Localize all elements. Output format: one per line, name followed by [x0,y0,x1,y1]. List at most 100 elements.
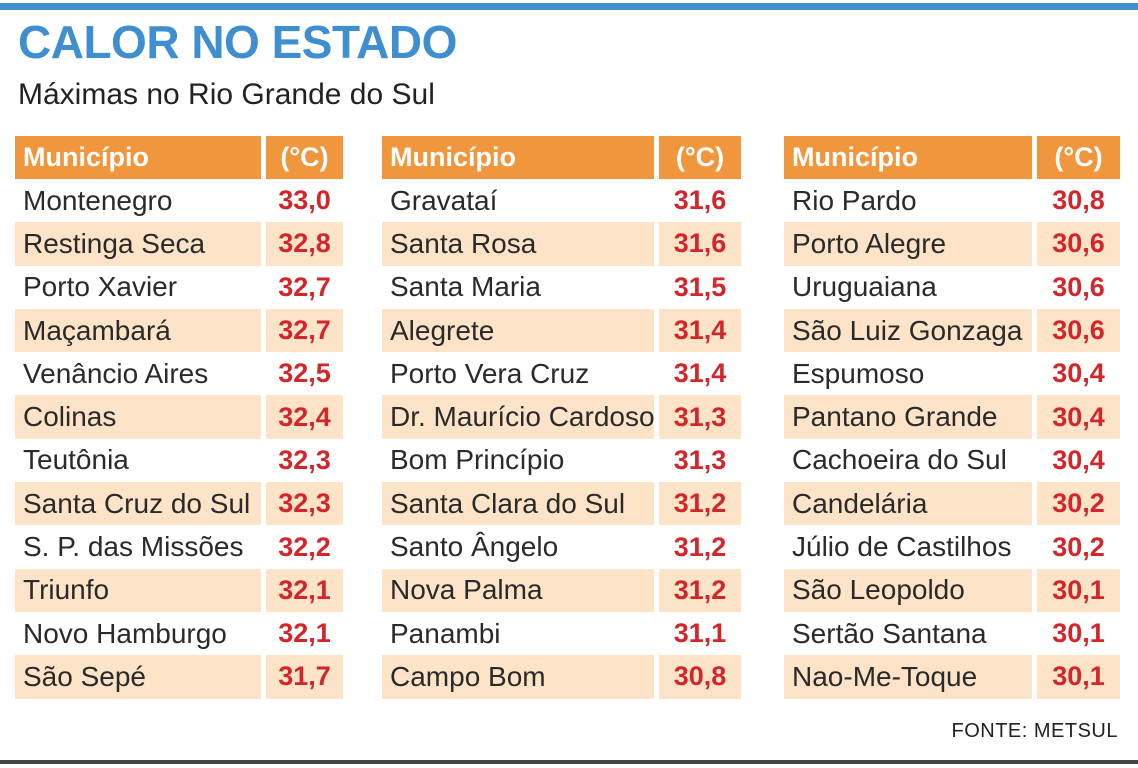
header-municipio: Município [382,136,654,179]
temperature-value: 32,1 [266,568,343,612]
municipio-name: Porto Xavier [23,271,178,303]
temperature-value: 30,6 [1037,222,1120,266]
table-row: Espumoso 30,4 [784,352,1120,395]
temperature-value: 30,4 [1052,358,1105,389]
table-row: Sertão Santana 30,1 [784,612,1120,655]
municipio-name: Porto Alegre [784,222,1032,266]
table-row: Novo Hamburgo 32,1 [15,612,343,655]
municipio-name: Rio Pardo [792,184,917,216]
municipio-name: Uruguaiana [792,271,937,303]
source-credit: FONTE: METSUL [951,720,1118,742]
temperature-value: 30,2 [1037,482,1120,526]
temperature-value: 31,6 [659,222,741,266]
municipio-name: Novo Hamburgo [23,617,227,649]
municipio-name: Campo Bom [382,655,654,699]
header-unit: (°C) [1037,136,1120,179]
temperature-value: 32,1 [278,618,331,649]
municipio-name: Porto Vera Cruz [390,357,590,389]
temperature-value: 30,6 [1052,271,1105,302]
table-row: Nao-Me-Toque 30,1 [784,655,1120,699]
temperature-value: 31,4 [673,358,727,389]
municipio-name: Teutônia [23,444,129,476]
temperature-value: 30,4 [1052,444,1105,475]
table-row: São Luiz Gonzaga 30,6 [784,308,1120,353]
municipio-name: S. P. das Missões [23,531,244,563]
table-row: Porto Xavier 32,7 [15,266,343,309]
temperature-value: 32,2 [278,531,331,562]
table-row: Panambi 31,1 [382,612,741,655]
municipio-name: Dr. Maurício Cardoso [382,395,655,439]
temperature-value: 32,5 [278,358,331,389]
table-row: Campo Bom 30,8 [382,655,741,699]
municipio-name: Júlio de Castilhos [792,531,1012,563]
municipio-name: Nova Palma [382,568,654,612]
temperature-value: 30,1 [1037,655,1120,699]
table-row: Montenegro 33,0 [15,179,343,222]
temperature-value: 30,4 [1037,395,1120,439]
municipio-name: Pantano Grande [784,395,1032,439]
table-row: São Sepé 31,7 [15,655,343,699]
table-row: Uruguaiana 30,6 [784,266,1120,309]
municipio-name: Espumoso [792,357,925,389]
table-row: Colinas 32,4 [15,395,343,439]
table-row: Porto Vera Cruz 31,4 [382,352,741,395]
municipio-name: Alegrete [382,308,654,353]
municipio-name: Sertão Santana [792,617,987,649]
temperature-value: 31,2 [673,531,727,562]
table-row: Porto Alegre 30,6 [784,222,1120,266]
temperature-value: 31,5 [673,271,727,302]
table-row: Santa Cruz do Sul 32,3 [15,482,343,526]
table-row: Nova Palma 31,2 [382,568,741,612]
header-municipio: Município [784,136,1032,179]
temperature-table-2: Município (°C) Gravataí 31,6 Santa Rosa 31,6 S… [382,136,741,699]
temperature-value: 31,4 [659,308,741,353]
bottom-rule [0,760,1138,764]
municipio-name: Candelária [784,482,1032,526]
table-row: Santo Ângelo 31,2 [382,525,741,568]
header-unit: (°C) [659,136,741,179]
temperature-value: 30,2 [1052,531,1105,562]
table-row: Pantano Grande 30,4 [784,395,1120,439]
table-row: Bom Princípio 31,3 [382,439,741,482]
municipio-name: São Sepé [15,655,261,699]
temperature-value: 30,1 [1052,618,1105,649]
municipio-name: Cachoeira do Sul [792,444,1007,476]
temperature-value: 32,8 [266,222,343,266]
municipio-name: Nao-Me-Toque [784,655,1032,699]
table-row: Santa Maria 31,5 [382,266,741,309]
municipio-name: Restinga Seca [15,222,261,266]
page-title: CALOR NO ESTADO [18,16,457,68]
temperature-value: 30,6 [1037,308,1120,353]
municipio-name: Panambi [390,617,501,649]
table-row: Triunfo 32,1 [15,568,343,612]
table-row: Maçambará 32,7 [15,308,343,353]
municipio-name: São Luiz Gonzaga [784,308,1032,353]
table-row: Júlio de Castilhos 30,2 [784,525,1120,568]
temperature-value: 30,1 [1037,568,1120,612]
temperature-value: 33,0 [278,185,331,216]
temperature-value: 32,3 [278,444,331,475]
temperature-value: 31,3 [673,444,727,475]
temperature-value: 32,3 [266,482,343,526]
table-row: Candelária 30,2 [784,482,1120,526]
table-header: Município (°C) [15,136,343,179]
temperature-value: 32,7 [278,271,331,302]
temperature-value: 31,2 [659,482,741,526]
temperature-value: 31,3 [659,395,741,439]
temperature-table-1: Município (°C) Montenegro 33,0 Restinga Seca… [15,136,343,699]
page-subtitle: Máximas no Rio Grande do Sul [18,78,435,111]
municipio-name: São Leopoldo [784,568,1032,612]
municipio-name: Maçambará [15,308,261,353]
table-row: Santa Clara do Sul 31,2 [382,482,741,526]
table-row: Alegrete 31,4 [382,308,741,353]
temperature-table-3: Município (°C) Rio Pardo 30,8 Porto Alegre 30… [784,136,1120,699]
temperature-value: 31,7 [266,655,343,699]
table-row: Restinga Seca 32,8 [15,222,343,266]
temperature-value: 32,7 [266,308,343,353]
municipio-name: Santa Clara do Sul [382,482,654,526]
municipio-name: Gravataí [390,184,498,216]
temperature-value: 31,1 [673,618,727,649]
municipio-name: Santo Ângelo [390,531,559,563]
table-header: Município (°C) [784,136,1120,179]
temperature-value: 32,4 [266,395,343,439]
